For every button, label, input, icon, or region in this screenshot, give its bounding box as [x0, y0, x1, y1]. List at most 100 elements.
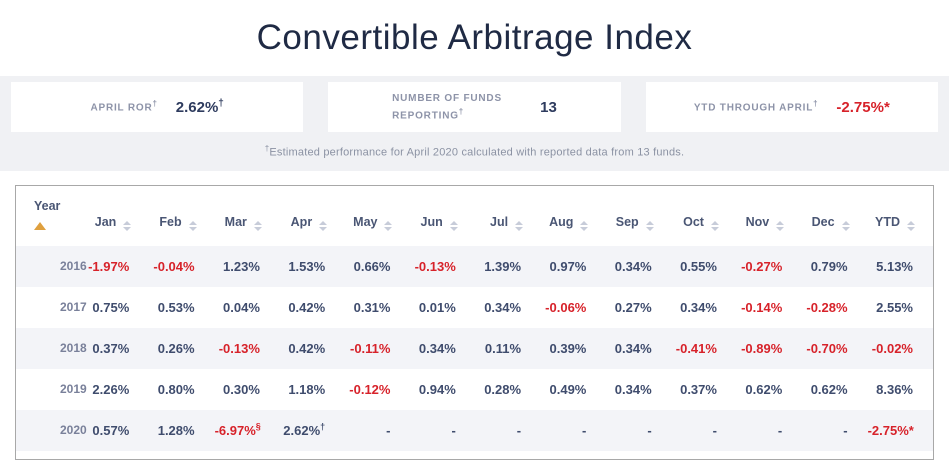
value-cell-2020-dec: - [843, 422, 848, 438]
stat-value: 2.62%† [176, 98, 224, 116]
column-header-aug[interactable]: Aug [541, 186, 606, 246]
year-column-label: Year [34, 198, 61, 213]
stats-band: APRIL ROR† 2.62%† NUMBER OF FUNDS REPORT… [0, 76, 949, 171]
value-cell-2018-nov: -0.89% [741, 340, 783, 356]
value-cell-2017-aug: -0.06% [545, 299, 587, 315]
column-header-jun[interactable]: Jun [410, 186, 475, 246]
footnote: †Estimated performance for April 2020 ca… [11, 144, 938, 159]
value-cell-2017-dec: -0.28% [806, 299, 848, 315]
year-cell-2016: 2016 [60, 259, 87, 274]
value-cell-2018-dec: -0.70% [806, 340, 848, 356]
table-row-2019: 2019 2.26% 0.80% 0.30% 1.18% -0.12% 0.94% 0.28%… [16, 369, 933, 410]
value-cell-2017-jan: 0.75% [92, 299, 130, 315]
column-header-year[interactable]: Year [16, 186, 84, 246]
value-cell-2017-sep: 0.27% [614, 299, 652, 315]
column-label: May [353, 214, 378, 229]
value-cell-2016-may: 0.66% [353, 258, 391, 274]
column-label: Dec [811, 214, 835, 229]
sort-arrows-icon [253, 220, 262, 231]
stat-value-sup: † [218, 98, 224, 109]
sort-arrows-icon [123, 220, 132, 231]
column-header-ytd[interactable]: YTD [868, 186, 933, 246]
value-cell-2017-nov: -0.14% [741, 299, 783, 315]
sort-arrows-icon [319, 220, 328, 231]
stat-label: APRIL ROR† [90, 98, 157, 115]
value-cell-2017-jul: 0.34% [484, 299, 522, 315]
stat-value-text: 2.62% [175, 99, 219, 116]
column-header-mar[interactable]: Mar [215, 186, 280, 246]
stat-label-text: NUMBER OF FUNDS REPORTING [392, 92, 502, 122]
value-cell-2020-jun: - [451, 422, 456, 438]
column-label: Feb [159, 214, 182, 229]
value-cell-2019-ytd: 8.36% [876, 381, 913, 397]
value-cell-2018-apr: 0.42% [288, 340, 326, 356]
sort-arrows-icon [449, 220, 458, 231]
table-row-2018: 2018 0.37% 0.26% -0.13% 0.42% -0.11% 0.34% 0.11… [16, 327, 933, 369]
value-cell-2016-apr: 1.53% [288, 258, 326, 274]
value-cell-2018-sep: 0.34% [614, 340, 652, 356]
stat-value-text: -2.75%* [836, 99, 890, 116]
value-cell-2016-jun: -0.13% [414, 258, 456, 274]
column-header-apr[interactable]: Apr [280, 186, 345, 246]
stat-label-sup: † [813, 99, 819, 109]
column-header-oct[interactable]: Oct [672, 186, 737, 246]
value-cell-2017-oct: 0.34% [680, 299, 717, 315]
value-cell-2017-feb: 0.53% [157, 299, 195, 315]
table-row-2020: 2020 0.57% 1.28% -6.97%§ 2.62%† - - - - - - - - -2.75… [16, 409, 933, 451]
sort-arrows-icon [776, 220, 785, 231]
sort-arrows-icon [580, 220, 589, 231]
sort-arrows-icon [645, 220, 654, 231]
year-cell-2018: 2018 [60, 341, 87, 356]
sort-arrows-icon [710, 220, 719, 231]
column-label: Oct [683, 214, 704, 229]
value-cell-2020-jan: 0.57% [92, 422, 130, 438]
table-row-2016: 2016 -1.97% -0.04% 1.23% 1.53% 0.66% -0.13% 1.3… [16, 245, 933, 287]
value-cell-2019-jul: 0.28% [484, 381, 522, 397]
column-header-nov[interactable]: Nov [737, 186, 802, 246]
column-label: Nov [745, 214, 770, 229]
column-label: Jul [490, 214, 509, 229]
column-header-may[interactable]: May [345, 186, 410, 246]
column-header-feb[interactable]: Feb [149, 186, 214, 246]
column-header-sep[interactable]: Sep [606, 186, 671, 246]
value-cell-2020-mar: -6.97%§ [214, 421, 261, 439]
value-cell-2016-oct: 0.55% [680, 258, 717, 274]
year-cell-2020: 2020 [60, 423, 87, 438]
value-cell-2016-aug: 0.97% [549, 258, 587, 274]
value-cell-2020-feb: 1.28% [157, 422, 195, 438]
value-cell-2019-dec: 0.62% [810, 381, 848, 397]
stat-card-april-ror: APRIL ROR† 2.62%† [11, 82, 304, 132]
column-header-dec[interactable]: Dec [802, 186, 867, 246]
value-cell-2018-feb: 0.26% [157, 340, 195, 356]
value-cell-2018-jul: 0.11% [484, 340, 522, 356]
column-label: Aug [549, 214, 574, 229]
value-cell-2020-apr: 2.62%† [283, 421, 326, 439]
performance-table: Year Jan Feb Mar Apr May Jun Jul Aug Sep Oct Nov De… [15, 184, 934, 460]
value-cell-2017-may: 0.31% [353, 299, 391, 315]
sort-arrows-icon [907, 220, 915, 231]
value-cell-2016-jan: -1.97% [88, 258, 130, 274]
value-cell-2016-mar: 1.23% [223, 258, 260, 274]
value-cell-2017-jun: 0.01% [418, 299, 456, 315]
footnote-dagger: † [264, 144, 270, 153]
year-cell-2017: 2017 [60, 300, 87, 315]
value-cell-2020-aug: - [582, 422, 587, 438]
table-body: 2016 -1.97% -0.04% 1.23% 1.53% 0.66% -0.13% 1.3… [16, 245, 933, 451]
stats-row: APRIL ROR† 2.62%† NUMBER OF FUNDS REPORT… [11, 82, 938, 132]
stat-label: NUMBER OF FUNDS REPORTING† [392, 91, 522, 123]
column-header-jan[interactable]: Jan [84, 186, 149, 246]
stat-value: 13 [540, 98, 557, 116]
column-label: Jan [94, 214, 117, 229]
sort-ascending-icon [34, 221, 46, 230]
page-title: Convertible Arbitrage Index [256, 18, 693, 57]
value-cell-2020-jul: - [516, 422, 522, 438]
value-cell-2017-mar: 0.04% [223, 299, 260, 315]
value-cell-2020-oct: - [712, 422, 717, 438]
column-label: Sep [615, 214, 639, 229]
sort-arrows-icon [841, 220, 850, 231]
stat-card-ytd-through-april: YTD THROUGH APRIL† -2.75%* [645, 82, 938, 132]
column-header-jul[interactable]: Jul [476, 186, 541, 246]
value-cell-2017-apr: 0.42% [288, 299, 326, 315]
stat-label-sup: † [152, 99, 158, 109]
footnote-text: Estimated performance for April 2020 cal… [269, 146, 685, 159]
